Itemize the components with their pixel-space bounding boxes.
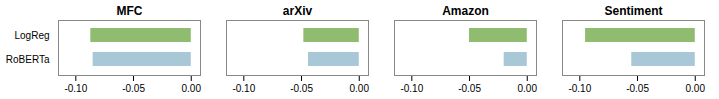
svg-text:MFC: MFC xyxy=(117,4,143,18)
svg-text:-0.05: -0.05 xyxy=(626,83,649,94)
svg-text:Sentiment: Sentiment xyxy=(604,4,662,18)
svg-text:-0.05: -0.05 xyxy=(458,83,481,94)
svg-text:RoBERTa: RoBERTa xyxy=(6,54,50,65)
svg-text:-0.10: -0.10 xyxy=(232,83,255,94)
svg-text:-0.05: -0.05 xyxy=(122,83,145,94)
svg-text:-0.10: -0.10 xyxy=(400,83,423,94)
svg-text:0.00: 0.00 xyxy=(350,83,370,94)
svg-text:0.00: 0.00 xyxy=(182,83,202,94)
svg-text:arXiv: arXiv xyxy=(283,4,313,18)
svg-text:Amazon: Amazon xyxy=(442,4,489,18)
svg-text:-0.10: -0.10 xyxy=(568,83,591,94)
svg-text:0.00: 0.00 xyxy=(518,83,538,94)
svg-text:0.00: 0.00 xyxy=(686,83,706,94)
svg-text:-0.10: -0.10 xyxy=(64,83,87,94)
svg-text:LogReg: LogReg xyxy=(14,30,49,41)
svg-text:-0.05: -0.05 xyxy=(290,83,313,94)
